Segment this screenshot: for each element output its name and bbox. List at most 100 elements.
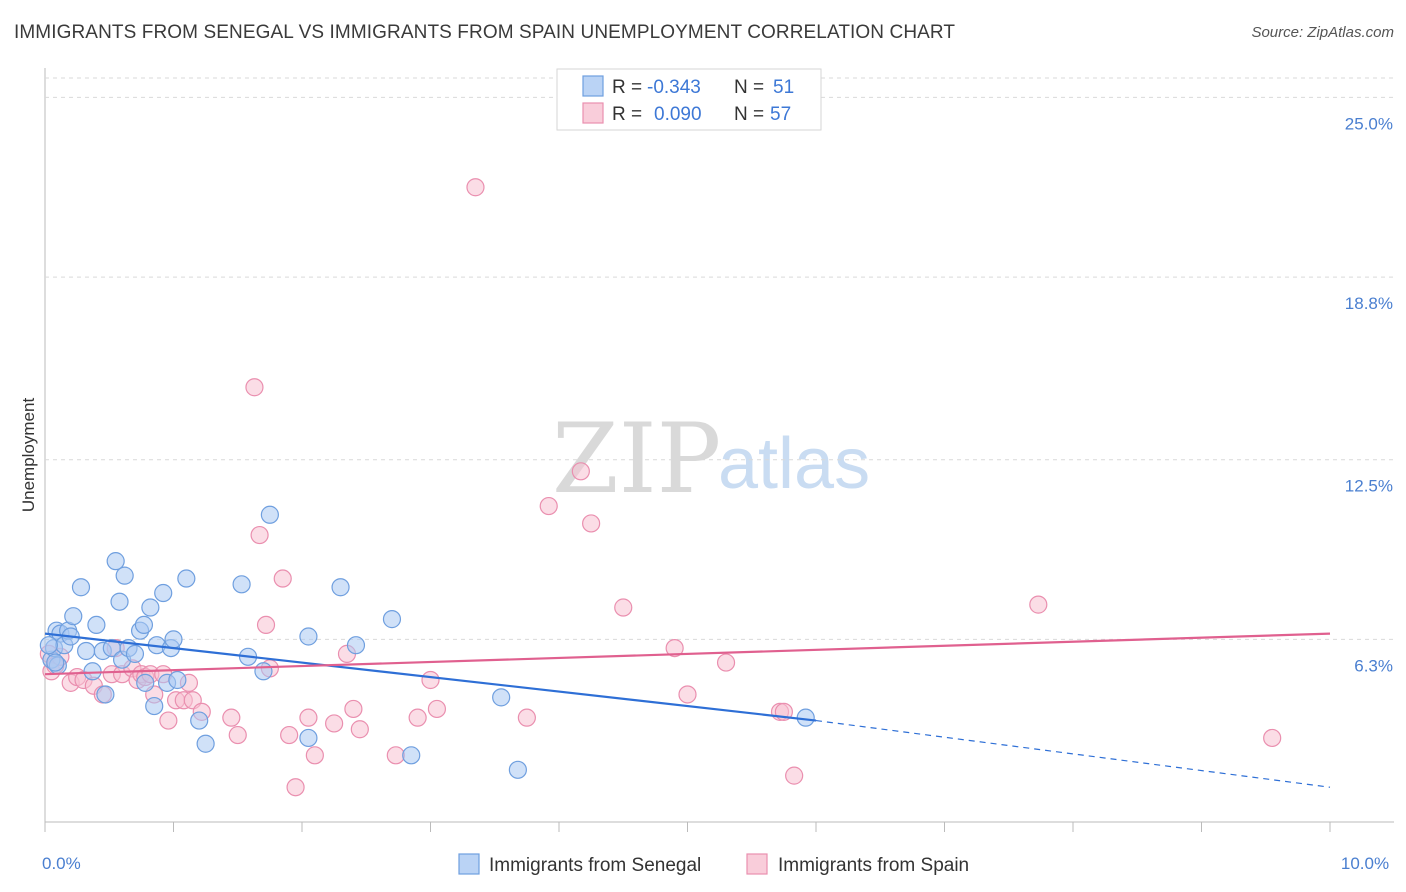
senegal-point-23 (136, 673, 155, 692)
spain-point-48 (582, 514, 601, 533)
senegal-point-37 (254, 662, 273, 681)
senegal-point-9 (77, 641, 96, 661)
senegal-point-27 (154, 583, 173, 603)
senegal-point-30 (164, 630, 183, 649)
x-tick-labels: 0.0% 10.0% (42, 854, 1389, 873)
y-tick-label-0: 6.3% (1354, 656, 1393, 675)
x-tick-label-1: 10.0% (1341, 854, 1389, 873)
y-tick-label-1: 12.5% (1345, 477, 1393, 496)
gridlines (45, 77, 1394, 640)
spain-point-25 (222, 708, 241, 727)
legend-r-label-spain: R = (612, 104, 642, 125)
spain-point-45 (517, 708, 536, 727)
spain-point-49 (614, 598, 633, 617)
chart-title: IMMIGRANTS FROM SENEGAL VS IMMIGRANTS FR… (14, 22, 956, 43)
legend-n-value-spain: 57 (770, 104, 791, 125)
senegal-point-18 (115, 566, 134, 585)
spain-point-31 (273, 569, 292, 588)
source-credit: Source: ZipAtlas.com (1251, 24, 1394, 41)
senegal-trendline (44, 632, 817, 722)
senegal-point-8 (71, 578, 91, 597)
legend-r-label-senegal: R = (612, 77, 642, 98)
senegal-point-25 (145, 696, 164, 716)
senegal-point-48 (39, 636, 58, 655)
spain-point-50 (665, 638, 684, 658)
senegal-point-16 (110, 592, 129, 611)
y-tick-label-2: 18.8% (1345, 294, 1393, 313)
senegal-point-22 (134, 615, 154, 635)
bottom-legend-label-senegal: Immigrants from Senegal (489, 855, 701, 876)
spain-point-26 (228, 725, 247, 745)
bottom-legend: Immigrants from Senegal Immigrants from … (458, 853, 969, 876)
senegal-point-34 (196, 734, 215, 753)
spain-point-44 (466, 178, 485, 197)
spain-point-55 (785, 766, 804, 785)
senegal-point-38 (260, 505, 279, 524)
spain-point-35 (305, 746, 324, 765)
senegal-point-41 (331, 578, 350, 597)
senegal-point-15 (106, 552, 125, 571)
spain-point-34 (299, 708, 318, 727)
senegal-point-43 (382, 610, 402, 629)
bottom-legend-swatch-senegal (458, 853, 480, 875)
x-tick-label-0: 0.0% (42, 854, 81, 873)
senegal-point-39 (299, 728, 318, 748)
senegal-point-20 (125, 644, 145, 663)
legend-r-value-senegal: -0.343 (647, 77, 701, 98)
spain-point-46 (539, 496, 558, 516)
spain-point-38 (344, 699, 363, 719)
legend-swatch-senegal (582, 75, 604, 97)
spain-point-43 (427, 699, 447, 719)
watermark-atlas: atlas (718, 424, 870, 504)
spain-point-56 (1029, 595, 1048, 614)
senegal-point-49 (46, 653, 65, 672)
senegal-point-24 (141, 598, 160, 617)
spain-point-51 (678, 685, 697, 704)
senegal-point-44 (402, 746, 421, 765)
legend-n-label-spain: N = (734, 104, 764, 125)
legend-n-label-senegal: N = (734, 77, 764, 98)
senegal-point-35 (232, 575, 251, 594)
bottom-legend-swatch-spain (746, 853, 768, 875)
legend-n-value-senegal: 51 (773, 77, 794, 98)
spain-point-32 (280, 725, 299, 745)
senegal-point-32 (177, 569, 196, 588)
spain-trendline (44, 632, 1331, 676)
spain-point-33 (286, 778, 305, 797)
senegal-point-33 (190, 711, 209, 730)
spain-point-40 (386, 746, 405, 765)
spain-point-52 (716, 653, 736, 672)
senegal-point-40 (299, 627, 318, 646)
x-ticks (44, 822, 1331, 832)
senegal-point-10 (83, 662, 102, 681)
senegal-point-45 (492, 688, 511, 707)
spain-point-29 (256, 615, 276, 635)
y-tick-label-3: 25.0% (1345, 114, 1393, 133)
senegal-point-46 (508, 760, 527, 779)
legend-r-value-spain: 0.090 (654, 104, 702, 125)
spain-point-47 (571, 462, 590, 481)
legend-swatch-spain (582, 102, 604, 124)
watermark-zip: ZIP (552, 403, 721, 515)
spain-point-27 (245, 378, 264, 397)
bottom-legend-label-spain: Immigrants from Spain (778, 855, 969, 876)
senegal-points (39, 505, 815, 779)
senegal-point-13 (96, 685, 115, 704)
spain-point-41 (408, 708, 427, 727)
spain-point-57 (1263, 728, 1282, 748)
senegal-point-31 (168, 670, 187, 690)
trendlines (44, 632, 1331, 788)
legend-box: R = -0.343 N = 51 R = 0.090 N = 57 (556, 68, 822, 131)
spain-point-28 (250, 525, 269, 545)
senegal-point-42 (346, 636, 366, 655)
y-axis-label: Unemployment (19, 398, 38, 513)
senegal-trendline-extrapolated (815, 719, 1331, 788)
y-tick-labels: 6.3% 12.5% 18.8% 25.0% (1345, 114, 1393, 675)
spain-point-42 (421, 670, 440, 690)
spain-point-36 (325, 714, 344, 733)
spain-point-39 (350, 720, 369, 739)
senegal-point-11 (87, 615, 106, 635)
senegal-point-7 (64, 607, 83, 626)
spain-point-19 (159, 711, 178, 730)
